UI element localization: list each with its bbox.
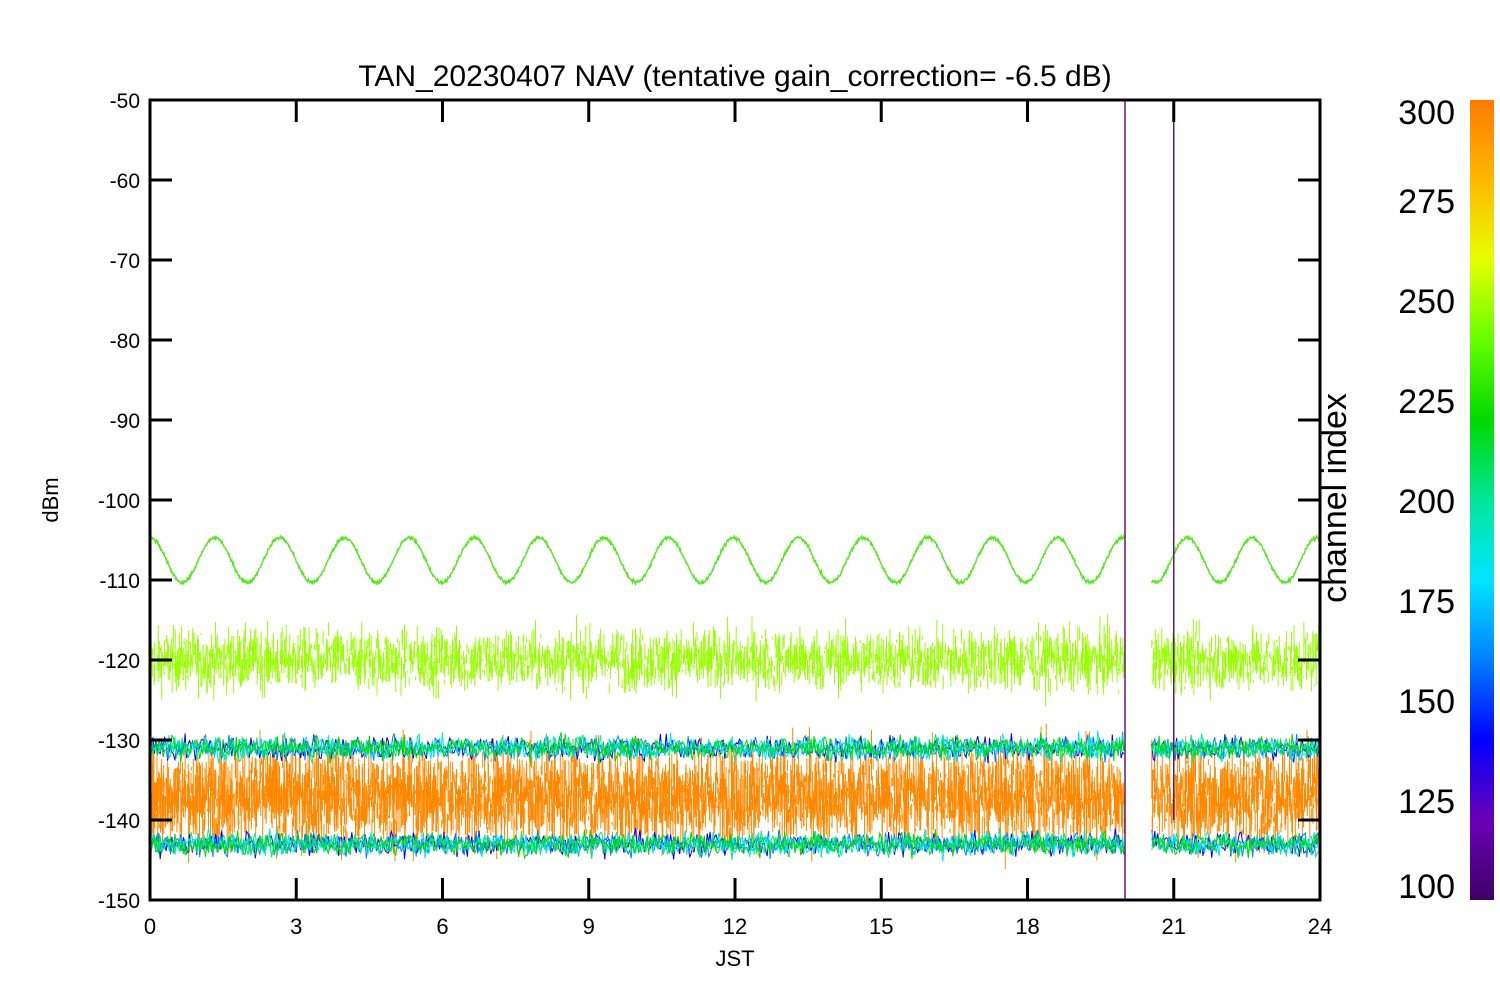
fringe-bottom [150, 829, 1125, 860]
series-layer [150, 100, 1320, 900]
series-290-band [1151, 730, 1320, 863]
series-258 [150, 614, 1320, 707]
x-tick-label: 18 [1015, 914, 1039, 939]
y-tick-label: -90 [110, 410, 140, 433]
y-axis: -50 -60 -70 -80 -90 -100 -110 -120 -130 -140 -150 [98, 90, 1320, 913]
y-tick-label: -50 [110, 90, 140, 113]
x-tick-label: 6 [436, 914, 448, 939]
series-290-band [150, 723, 1126, 869]
series-240-line [150, 533, 1126, 587]
y-tick-label: -110 [100, 570, 140, 593]
series-258-band [150, 614, 1126, 707]
series-fringe [150, 730, 1319, 862]
y-tick-label: -70 [110, 250, 140, 273]
series-290 [150, 723, 1320, 869]
fringe-top [1151, 733, 1319, 763]
y-tick-label: -80 [110, 330, 140, 353]
y-axis-label: dBm [38, 477, 63, 522]
x-tick-label: 12 [723, 914, 747, 939]
y-tick-label: -150 [98, 890, 140, 913]
colorbar-label: channel index [1316, 393, 1354, 603]
fringe-top [150, 732, 1125, 764]
x-tick-label: 21 [1162, 914, 1186, 939]
colorbar-tick-label: 300 [1398, 94, 1455, 132]
colorbar-tick-label: 225 [1398, 383, 1455, 421]
colorbar-tick-label: 150 [1398, 683, 1455, 721]
y-tick-label: -120 [98, 650, 140, 673]
colorbar-tick-label: 100 [1398, 868, 1455, 906]
y-tick-label: -140 [98, 810, 140, 833]
fringe-top [150, 732, 1125, 764]
x-axis-label: JST [715, 946, 754, 971]
colorbar-tick-label: 125 [1398, 783, 1455, 821]
x-tick-label: 0 [144, 914, 156, 939]
x-tick-label: 24 [1308, 914, 1332, 939]
colorbar-ticks: 300 275 250 225 200 175 150 125 100 [1398, 94, 1455, 906]
x-axis: 0 3 6 9 12 15 18 21 24 [144, 100, 1332, 939]
series-240-line [1151, 534, 1320, 586]
colorbar-tick-label: 275 [1398, 183, 1455, 221]
y-tick-label: -60 [110, 170, 140, 193]
colorbar-tick-label: 200 [1398, 483, 1455, 521]
colorbar-tick-label: 175 [1398, 583, 1455, 621]
y-tick-label: -100 [98, 490, 140, 513]
fringe-top [1151, 733, 1319, 760]
x-tick-label: 3 [290, 914, 302, 939]
x-tick-label: 15 [869, 914, 893, 939]
colorbar [1470, 100, 1494, 900]
chart-title: TAN_20230407 NAV (tentative gain_correct… [358, 60, 1112, 93]
series-240 [150, 533, 1320, 587]
series-258-band [1151, 618, 1320, 701]
fringe-bottom [1151, 832, 1319, 859]
y-tick-label: -130 [98, 730, 140, 753]
x-tick-label: 9 [583, 914, 595, 939]
colorbar-tick-label: 250 [1398, 283, 1455, 321]
